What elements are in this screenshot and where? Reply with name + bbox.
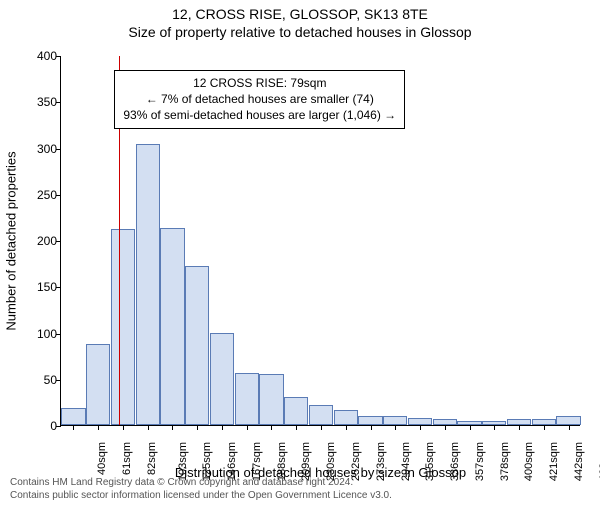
- histogram-bar: [210, 333, 234, 426]
- y-tick-label: 150: [21, 280, 57, 294]
- x-tick-label: 209sqm: [301, 442, 313, 481]
- x-tick-label: 40sqm: [96, 442, 108, 475]
- histogram-bar: [358, 416, 382, 425]
- histogram-plot: Number of detached properties Distributi…: [60, 56, 580, 426]
- histogram-bar: [86, 344, 110, 425]
- y-tick-mark: [56, 426, 61, 427]
- chart-area: Number of detached properties Distributi…: [60, 56, 580, 426]
- histogram-bar: [556, 416, 580, 425]
- x-tick-mark: [569, 425, 570, 430]
- histogram-bar: [185, 266, 209, 425]
- histogram-bar: [61, 408, 85, 425]
- histogram-bar: [136, 144, 160, 425]
- x-tick-mark: [321, 425, 322, 430]
- y-tick-mark: [56, 102, 61, 103]
- histogram-bar: [408, 418, 432, 425]
- x-tick-label: 400sqm: [523, 442, 535, 481]
- y-tick-label: 400: [21, 49, 57, 63]
- y-tick-label: 50: [21, 373, 57, 387]
- footer-attribution: Contains HM Land Registry data © Crown c…: [10, 477, 392, 502]
- x-tick-mark: [346, 425, 347, 430]
- x-tick-mark: [271, 425, 272, 430]
- y-tick-label: 100: [21, 327, 57, 341]
- x-tick-mark: [494, 425, 495, 430]
- x-tick-label: 82sqm: [146, 442, 158, 475]
- x-tick-mark: [197, 425, 198, 430]
- x-tick-mark: [73, 425, 74, 430]
- footer-line-1: Contains HM Land Registry data © Crown c…: [10, 477, 392, 490]
- x-tick-mark: [544, 425, 545, 430]
- x-tick-mark: [172, 425, 173, 430]
- x-tick-label: 294sqm: [400, 442, 412, 481]
- histogram-bar: [111, 229, 135, 425]
- x-tick-mark: [395, 425, 396, 430]
- y-tick-mark: [56, 241, 61, 242]
- x-tick-mark: [519, 425, 520, 430]
- annotation-line: 93% of semi-detached houses are larger (…: [123, 107, 396, 123]
- y-tick-mark: [56, 334, 61, 335]
- x-tick-label: 230sqm: [325, 442, 337, 481]
- x-tick-label: 315sqm: [424, 442, 436, 481]
- x-tick-label: 61sqm: [121, 442, 133, 475]
- y-axis-label: Number of detached properties: [4, 151, 19, 330]
- x-tick-mark: [222, 425, 223, 430]
- y-tick-mark: [56, 195, 61, 196]
- x-tick-label: 125sqm: [202, 442, 214, 481]
- x-tick-mark: [247, 425, 248, 430]
- x-tick-label: 103sqm: [177, 442, 189, 481]
- footer-line-2: Contains public sector information licen…: [10, 490, 392, 503]
- x-tick-mark: [420, 425, 421, 430]
- histogram-bar: [284, 397, 308, 425]
- y-tick-label: 0: [21, 419, 57, 433]
- x-tick-label: 336sqm: [449, 442, 461, 481]
- y-tick-label: 300: [21, 142, 57, 156]
- x-tick-label: 146sqm: [226, 442, 238, 481]
- histogram-bar: [235, 373, 259, 425]
- x-tick-label: 167sqm: [251, 442, 263, 481]
- annotation-box: 12 CROSS RISE: 79sqm← 7% of detached hou…: [114, 70, 405, 129]
- x-tick-mark: [470, 425, 471, 430]
- histogram-bar: [383, 416, 407, 425]
- x-tick-label: 357sqm: [474, 442, 486, 481]
- x-tick-label: 252sqm: [350, 442, 362, 481]
- x-tick-mark: [123, 425, 124, 430]
- page-title: 12, CROSS RISE, GLOSSOP, SK13 8TE: [0, 6, 600, 22]
- y-tick-mark: [56, 380, 61, 381]
- y-tick-mark: [56, 56, 61, 57]
- histogram-bar: [160, 228, 184, 425]
- y-tick-mark: [56, 287, 61, 288]
- y-tick-label: 200: [21, 234, 57, 248]
- histogram-bar: [334, 410, 358, 425]
- annotation-line: ← 7% of detached houses are smaller (74): [123, 91, 396, 107]
- histogram-bar: [259, 374, 283, 425]
- x-tick-label: 188sqm: [276, 442, 288, 481]
- x-tick-label: 442sqm: [573, 442, 585, 481]
- y-tick-label: 250: [21, 188, 57, 202]
- x-tick-mark: [148, 425, 149, 430]
- x-tick-label: 273sqm: [375, 442, 387, 481]
- histogram-bar: [309, 405, 333, 425]
- page-subtitle: Size of property relative to detached ho…: [0, 24, 600, 40]
- y-tick-label: 350: [21, 95, 57, 109]
- x-tick-mark: [296, 425, 297, 430]
- x-tick-mark: [98, 425, 99, 430]
- y-tick-mark: [56, 149, 61, 150]
- annotation-line: 12 CROSS RISE: 79sqm: [123, 75, 396, 91]
- x-tick-label: 421sqm: [548, 442, 560, 481]
- x-tick-label: 378sqm: [499, 442, 511, 481]
- x-tick-mark: [445, 425, 446, 430]
- x-tick-mark: [371, 425, 372, 430]
